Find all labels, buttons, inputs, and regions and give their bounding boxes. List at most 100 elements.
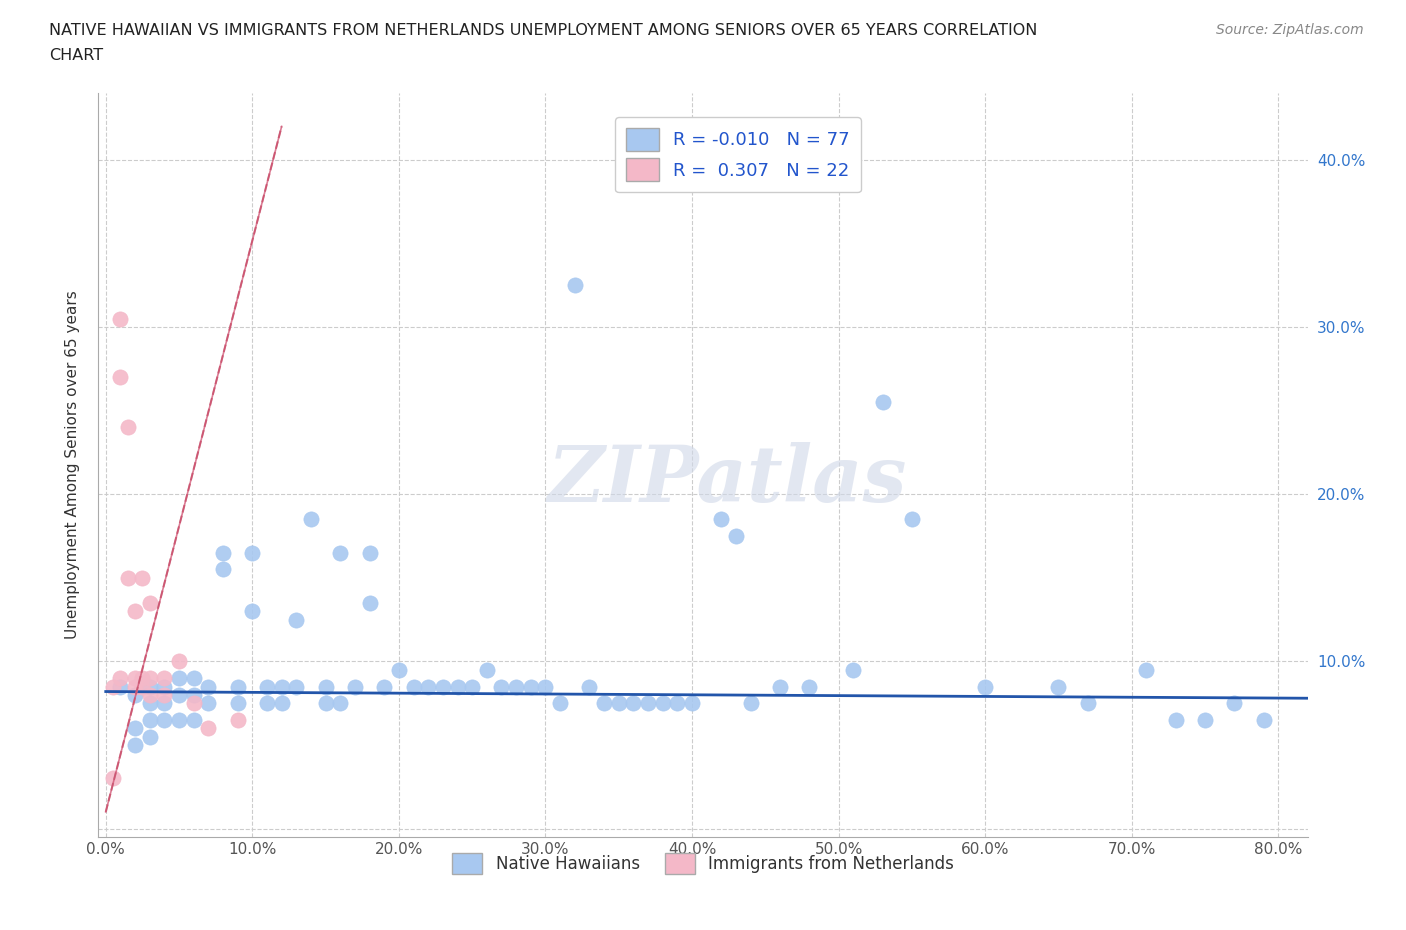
Point [270, 696, 292, 711]
Point [167, 712, 190, 727]
Point [842, 662, 865, 677]
Point [124, 687, 146, 702]
Point [593, 696, 616, 711]
Point [432, 679, 454, 694]
Point [197, 696, 219, 711]
Point [138, 595, 160, 610]
Text: CHART: CHART [49, 48, 103, 63]
Point [101, 771, 124, 786]
Point [197, 679, 219, 694]
Point [138, 696, 160, 711]
Point [769, 679, 792, 694]
Point [240, 545, 263, 560]
Point [240, 604, 263, 618]
Point [974, 679, 997, 694]
Point [637, 696, 659, 711]
Point [710, 512, 733, 526]
Point [138, 671, 160, 685]
Point [270, 679, 292, 694]
Y-axis label: Unemployment Among Seniors over 65 years: Unemployment Among Seniors over 65 years [65, 291, 80, 640]
Point [315, 696, 337, 711]
Point [799, 679, 821, 694]
Point [167, 671, 190, 685]
Point [131, 570, 153, 585]
Point [418, 679, 440, 694]
Point [373, 679, 395, 694]
Text: Source: ZipAtlas.com: Source: ZipAtlas.com [1216, 23, 1364, 37]
Point [110, 370, 132, 385]
Point [724, 528, 747, 543]
Point [359, 545, 381, 560]
Point [183, 696, 205, 711]
Point [226, 696, 249, 711]
Point [621, 696, 644, 711]
Point [226, 679, 249, 694]
Point [329, 545, 352, 560]
Point [475, 662, 498, 677]
Point [491, 679, 513, 694]
Point [153, 687, 176, 702]
Point [329, 696, 352, 711]
Point [153, 671, 176, 685]
Point [110, 671, 132, 685]
Point [666, 696, 689, 711]
Point [388, 662, 411, 677]
Point [131, 679, 153, 694]
Point [607, 696, 630, 711]
Point [117, 570, 139, 585]
Point [256, 679, 278, 694]
Point [285, 679, 308, 694]
Point [1253, 712, 1275, 727]
Point [1047, 679, 1070, 694]
Point [578, 679, 600, 694]
Point [461, 679, 484, 694]
Point [110, 312, 132, 326]
Text: NATIVE HAWAIIAN VS IMMIGRANTS FROM NETHERLANDS UNEMPLOYMENT AMONG SENIORS OVER 6: NATIVE HAWAIIAN VS IMMIGRANTS FROM NETHE… [49, 23, 1038, 38]
Point [153, 696, 176, 711]
Point [124, 671, 146, 685]
Point [110, 679, 132, 694]
Point [101, 679, 124, 694]
Point [117, 420, 139, 435]
Point [256, 696, 278, 711]
Point [124, 604, 146, 618]
Legend: Native Hawaiians, Immigrants from Netherlands: Native Hawaiians, Immigrants from Nether… [446, 846, 960, 881]
Point [534, 679, 557, 694]
Point [153, 712, 176, 727]
Point [520, 679, 543, 694]
Point [226, 712, 249, 727]
Point [872, 395, 894, 410]
Point [124, 737, 146, 752]
Point [359, 595, 381, 610]
Point [343, 679, 366, 694]
Point [505, 679, 527, 694]
Point [167, 654, 190, 669]
Point [1077, 696, 1099, 711]
Point [153, 679, 176, 694]
Point [212, 562, 235, 577]
Point [651, 696, 673, 711]
Point [138, 729, 160, 744]
Point [1164, 712, 1187, 727]
Point [183, 687, 205, 702]
Point [197, 721, 219, 736]
Point [1135, 662, 1157, 677]
Point [138, 687, 160, 702]
Point [183, 712, 205, 727]
Point [124, 679, 146, 694]
Point [681, 696, 703, 711]
Point [138, 712, 160, 727]
Point [740, 696, 762, 711]
Point [124, 721, 146, 736]
Point [1223, 696, 1246, 711]
Point [402, 679, 425, 694]
Point [183, 671, 205, 685]
Point [315, 679, 337, 694]
Point [901, 512, 924, 526]
Text: ZIPatlas: ZIPatlas [547, 442, 907, 518]
Point [167, 687, 190, 702]
Point [1194, 712, 1216, 727]
Point [446, 679, 468, 694]
Point [138, 679, 160, 694]
Point [212, 545, 235, 560]
